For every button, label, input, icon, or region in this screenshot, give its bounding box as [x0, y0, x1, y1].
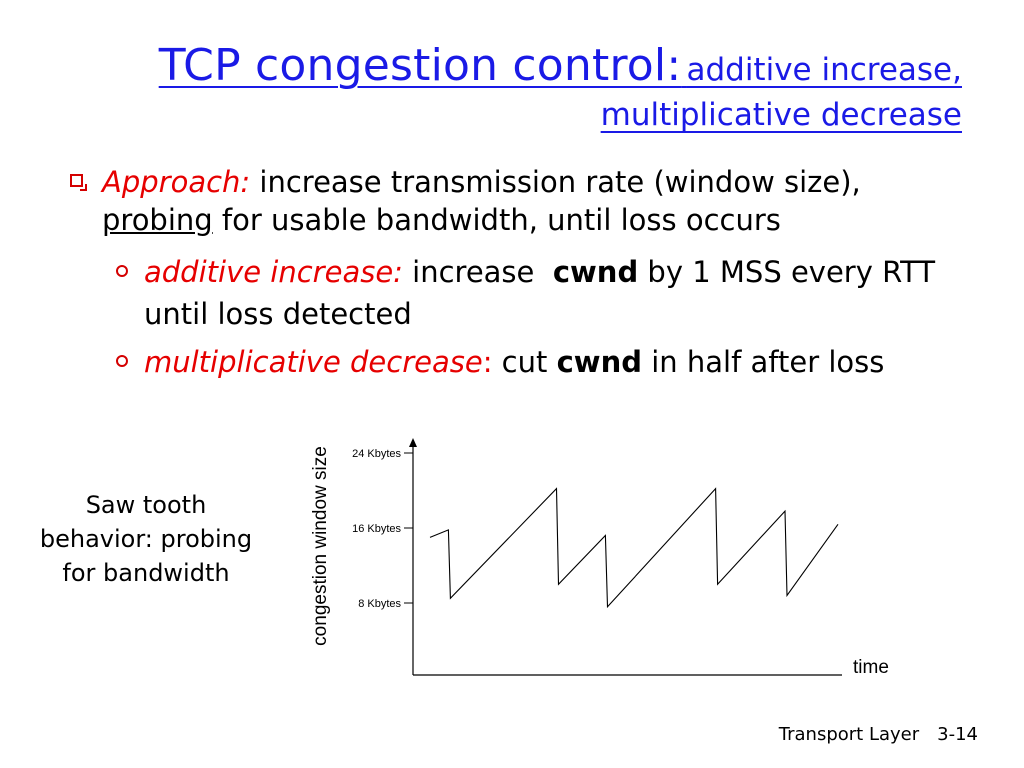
checkbox-bullet-icon	[70, 174, 87, 191]
sub-bullet-1-text: additive increase: increase cwnd by 1 MS…	[144, 251, 976, 335]
footer-chapter: Transport Layer	[778, 724, 920, 745]
circle-bullet-icon	[116, 265, 128, 277]
x-axis-label: time	[853, 657, 889, 678]
footer-page-number: 3-14	[937, 724, 978, 745]
bullet-text-2: for usable bandwidth, until loss occurs	[212, 203, 781, 237]
sub-bullet-2-label: multiplicative decrease	[144, 345, 483, 379]
sub-bullet-1-text-2: by 1 MSS every RTT until loss detected	[144, 255, 936, 331]
y-axis-label: congestion window size	[310, 446, 331, 646]
y-axis-arrow-icon	[409, 438, 417, 447]
sub-bullet-multiplicative-decrease: multiplicative decrease: cut cwnd in hal…	[116, 341, 976, 383]
sub-bullet-1-bold: cwnd	[552, 255, 639, 289]
sub-bullet-2-text-1: cut	[492, 345, 557, 379]
bullet-underlined-word: probing	[102, 203, 213, 237]
title-line-1: TCP congestion control: additive increas…	[159, 40, 962, 91]
chart-series	[429, 487, 839, 609]
sub-bullet-additive-increase: additive increase: increase cwnd by 1 MS…	[116, 251, 976, 335]
sub-bullet-1-label: additive increase:	[144, 255, 403, 289]
bullet-text-1: increase transmission rate (window size)…	[250, 165, 861, 199]
slide-title: TCP congestion control: additive increas…	[159, 40, 962, 133]
y-tick-label: 8 Kbytes	[358, 598, 401, 610]
circle-bullet-icon	[116, 355, 128, 367]
sub-bullet-1-text-1: increase	[402, 255, 553, 289]
sawtooth-series-line	[429, 487, 839, 609]
title-subtitle-part-2: multiplicative decrease	[600, 97, 962, 133]
title-main: TCP congestion control:	[158, 40, 682, 91]
title-subtitle-part-1: additive increase,	[686, 52, 962, 88]
y-tick-label: 16 Kbytes	[352, 523, 401, 535]
sub-bullet-2-text: multiplicative decrease: cut cwnd in hal…	[144, 341, 976, 383]
sub-bullet-2-text-2: in half after loss	[642, 345, 885, 379]
slide-footer: Transport Layer 3-14	[779, 724, 978, 745]
chart-ticks: 24 Kbytes 16 Kbytes 8 Kbytes	[352, 448, 413, 610]
y-tick-label: 24 Kbytes	[352, 448, 401, 460]
bullet-approach-text: Approach: increase transmission rate (wi…	[102, 163, 970, 239]
title-line-2: multiplicative decrease	[159, 97, 962, 133]
bullet-approach: Approach: increase transmission rate (wi…	[70, 163, 970, 239]
sub-bullet-2-colon: :	[482, 345, 493, 379]
chart-axes	[409, 438, 842, 676]
bullet-label: Approach:	[102, 165, 251, 199]
sub-bullet-2-bold: cwnd	[556, 345, 642, 379]
sawtooth-caption: Saw tooth behavior: probing for bandwidt…	[39, 491, 253, 587]
